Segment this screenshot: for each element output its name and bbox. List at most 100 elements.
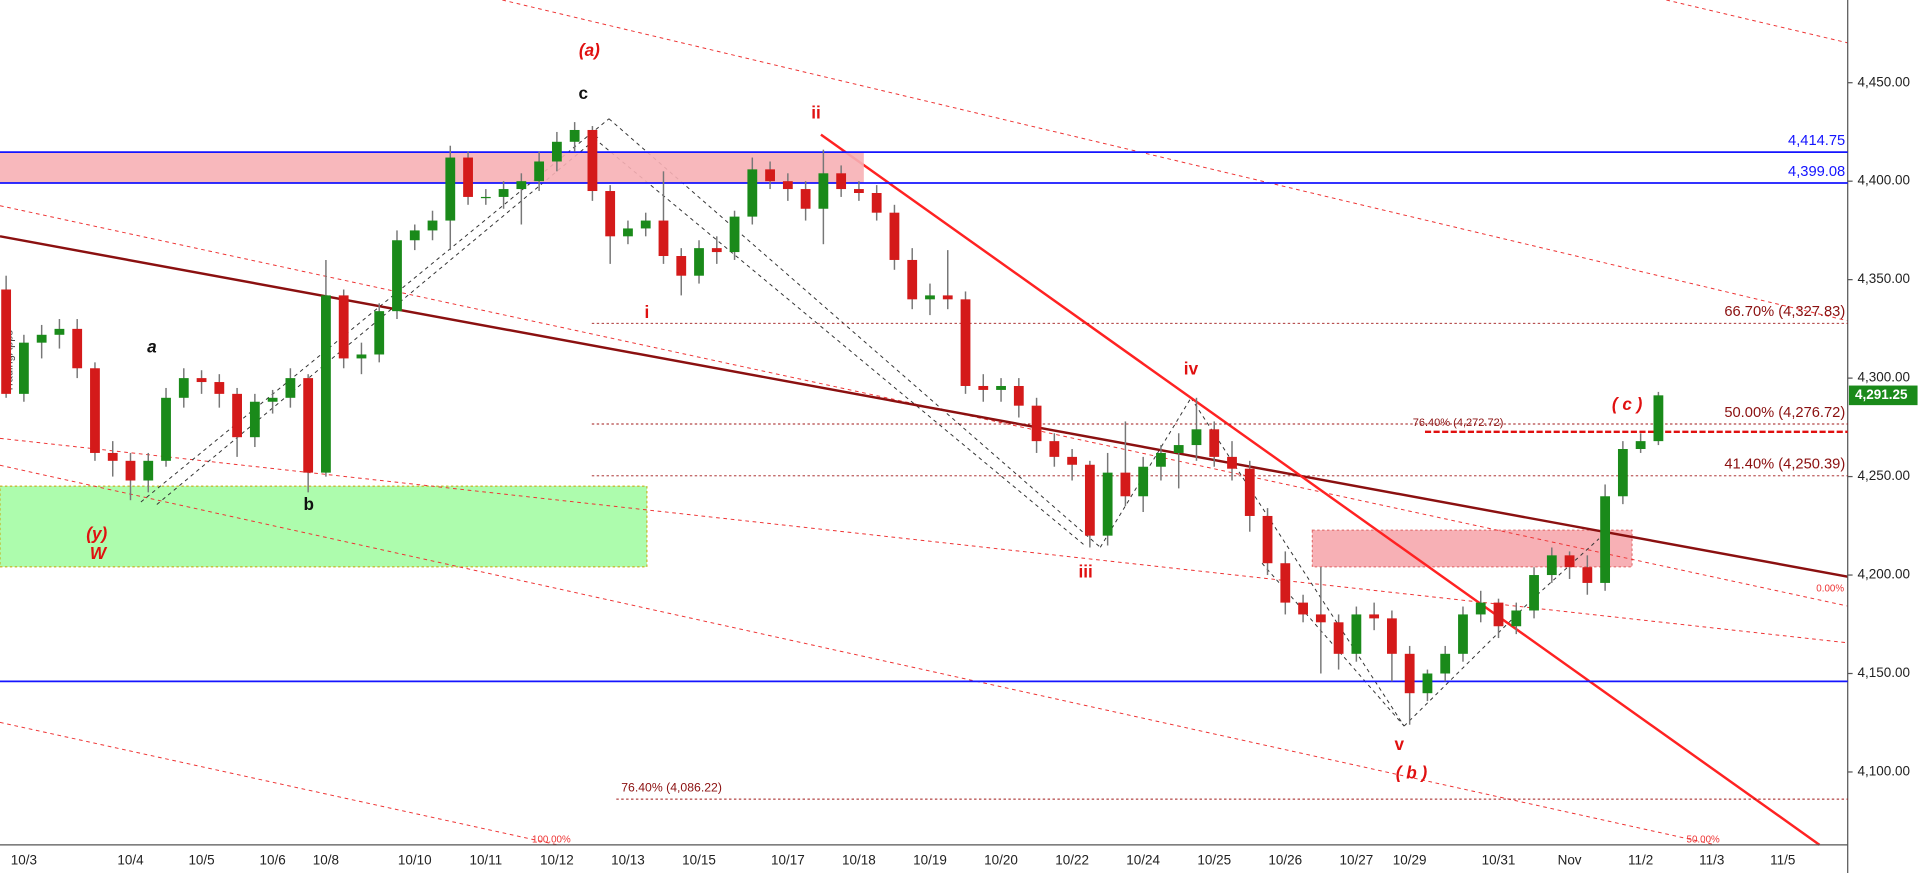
candle-body: [1298, 602, 1308, 615]
candle-body: [161, 397, 171, 461]
candle-body: [782, 181, 793, 190]
x-tick-label: 10/17: [771, 852, 805, 867]
wave-channel: [593, 137, 1086, 547]
candle-body: [1422, 673, 1433, 694]
y-tick-label: 4,100.00: [1858, 764, 1910, 779]
wave-label: b: [304, 494, 314, 514]
trend-line: [820, 133, 1821, 846]
candle-body: [1458, 614, 1468, 654]
wave-channel: [140, 118, 610, 503]
channel-label: 0.00%: [1816, 584, 1844, 595]
candle-body: [374, 311, 385, 355]
candle-body: [729, 216, 740, 253]
candle-body: [463, 157, 473, 197]
wave-label: ( c ): [1612, 394, 1643, 414]
x-tick-label: 10/24: [1126, 852, 1160, 867]
candle-body: [445, 157, 456, 221]
candle-body: [54, 328, 65, 335]
candle-body: [356, 354, 367, 359]
candle-body: [1102, 472, 1113, 536]
candle-body: [427, 220, 438, 231]
wave-label: W: [90, 543, 108, 563]
wave-channel: [1531, 538, 1600, 601]
candle-body: [694, 248, 704, 276]
candle-body: [1387, 618, 1397, 654]
last-price-label: 4,291.25: [1855, 387, 1908, 402]
candle-body: [1191, 429, 1202, 446]
candle-body: [1369, 614, 1380, 619]
trend-lines: [0, 0, 1848, 846]
x-tick-label: 10/18: [842, 852, 876, 867]
candle-body: [392, 240, 402, 312]
candle-body: [1404, 653, 1415, 694]
x-tick-label: 10/22: [1055, 852, 1089, 867]
wave-label: (y): [86, 524, 107, 544]
candle-body: [854, 189, 864, 193]
y-tick-label: 4,300.00: [1858, 370, 1910, 385]
x-tick-label: 10/4: [117, 852, 144, 867]
candle-body: [1084, 464, 1095, 536]
candle-body: [1440, 653, 1451, 674]
candle-body: [1582, 567, 1593, 583]
supply-zone: [1311, 529, 1633, 568]
candle-body: [711, 248, 722, 253]
candle-body: [36, 334, 47, 343]
channel-line: [0, 464, 1716, 846]
x-tick-label: Nov: [1558, 852, 1582, 867]
candle-body: [942, 295, 953, 300]
candle-body: [960, 299, 971, 386]
x-tick-label: 10/6: [260, 852, 286, 867]
y-tick-label: 4,200.00: [1858, 567, 1910, 582]
wave-label: c: [578, 83, 588, 103]
y-tick-label: 4,450.00: [1858, 74, 1910, 89]
channel-line: [1666, 0, 1848, 44]
x-tick-label: 11/5: [1770, 852, 1795, 867]
candle-body: [338, 295, 349, 359]
candle-body: [1156, 452, 1166, 467]
level-label: 4,399.08: [1788, 164, 1845, 180]
channel-label: 50.00%: [1687, 835, 1720, 846]
x-tick-label: 10/5: [188, 852, 214, 867]
candle-body: [818, 173, 829, 209]
y-tick-label: 4,150.00: [1858, 665, 1910, 680]
wave-label: v: [1394, 734, 1404, 754]
candle-body: [676, 256, 687, 276]
candle-body: [871, 192, 882, 213]
candle-body: [1564, 555, 1575, 568]
candle-body: [285, 378, 296, 398]
candle-body: [72, 328, 83, 369]
wave-channel: [1403, 599, 1532, 727]
wave-channel: [1190, 397, 1405, 727]
wave-label: (a): [579, 40, 600, 60]
x-tick-label: 11/2: [1628, 852, 1653, 867]
wave-label: i: [645, 302, 650, 322]
candle-body: [747, 169, 758, 217]
candle-body: [640, 220, 651, 229]
x-tick-label: 10/29: [1393, 852, 1427, 867]
x-tick-label: 10/19: [913, 852, 947, 867]
candle-body: [480, 196, 491, 199]
x-tick-label: 10/10: [398, 852, 432, 867]
x-tick-label: 10/8: [313, 852, 339, 867]
x-tick-label: 10/15: [682, 852, 716, 867]
candle-body: [249, 401, 260, 438]
candle-body: [1635, 441, 1646, 450]
candle-body: [1617, 449, 1628, 497]
x-tick-label: 10/3: [11, 852, 37, 867]
candle-body: [321, 295, 331, 473]
x-tick-label: 10/20: [984, 852, 1018, 867]
candle-body: [1333, 622, 1344, 654]
candle-body: [1529, 575, 1539, 611]
x-tick-label: 10/26: [1268, 852, 1302, 867]
x-tick-label: 10/25: [1197, 852, 1231, 867]
fib-label: 66.70% (4,327.83): [1724, 304, 1845, 320]
x-tick-label: 10/12: [540, 852, 574, 867]
candle-body: [1653, 395, 1664, 442]
candle-body: [1315, 614, 1326, 623]
candle-body: [551, 141, 562, 162]
candle-body: [1209, 429, 1220, 457]
wave-channel: [608, 118, 1101, 548]
x-tick-label: 11/3: [1699, 852, 1724, 867]
candle-body: [1475, 602, 1486, 615]
